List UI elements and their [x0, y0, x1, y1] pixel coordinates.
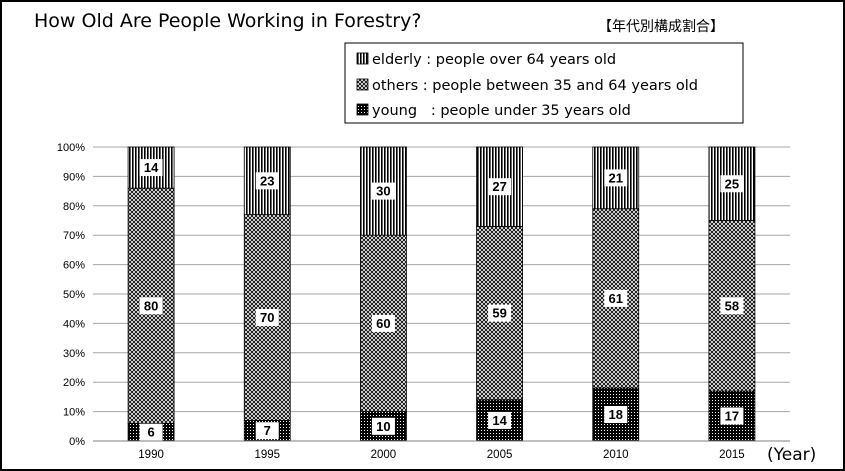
- y-tick-label: 30%: [63, 348, 85, 360]
- chart-subtitle: 【年代別構成割合】: [598, 18, 724, 35]
- y-tick-label: 50%: [63, 289, 85, 301]
- data-label-young-2005: 14: [492, 413, 507, 428]
- data-label-bg: [604, 289, 628, 307]
- data-label-elderly-1995: 23: [260, 173, 274, 188]
- legend-swatch-young: [356, 103, 369, 116]
- legend-box: [344, 42, 744, 124]
- data-label-elderly-2010: 21: [609, 170, 623, 185]
- data-label-bg: [604, 169, 628, 187]
- chart-title: How Old Are People Working in Forestry?: [34, 10, 421, 32]
- data-labels: 6 80 14 7 70 23 10 60 30 14 59 27 18 61 21 17 58 25: [139, 159, 744, 441]
- data-label-bg: [371, 182, 395, 200]
- y-tick-label: 40%: [63, 318, 85, 330]
- data-label-bg: [371, 417, 395, 435]
- gridlines: [93, 146, 790, 442]
- data-label-elderly-2005: 27: [492, 179, 506, 194]
- data-label-others-1990: 80: [144, 298, 158, 313]
- data-label-bg: [371, 314, 395, 332]
- data-label-others-2000: 60: [376, 316, 390, 331]
- x-tick-label: 2005: [487, 449, 513, 461]
- y-tick-label: 60%: [63, 260, 85, 272]
- data-label-others-2010: 61: [609, 291, 623, 306]
- y-tick-label: 10%: [63, 407, 85, 419]
- data-label-bg: [604, 406, 628, 424]
- y-axis-ticks: 0% 10% 20% 30% 40% 50% 60% 70% 80% 90% 100%: [57, 142, 85, 448]
- data-label-young-2000: 10: [376, 419, 390, 434]
- data-label-bg: [488, 178, 512, 196]
- x-tick-label: 1995: [254, 449, 280, 461]
- data-label-bg: [488, 411, 512, 429]
- legend-label-elderly: elderly : people over 64 years old: [372, 52, 616, 68]
- legend-label-others: others : people between 35 and 64 years …: [372, 78, 698, 94]
- x-tick-label: 1990: [138, 449, 164, 461]
- legend: elderly : people over 64 years old other…: [344, 42, 744, 124]
- data-label-elderly-1990: 14: [144, 160, 159, 175]
- data-label-bg: [255, 309, 279, 327]
- legend-label-young: young : people under 35 years old: [372, 103, 631, 119]
- data-label-others-2005: 59: [492, 306, 506, 321]
- x-unit-label: (Year): [767, 445, 816, 465]
- data-label-others-1995: 70: [260, 310, 274, 325]
- x-tick-label: 2010: [603, 449, 629, 461]
- data-label-bg: [720, 175, 744, 193]
- data-label-bg: [255, 172, 279, 190]
- data-label-bg: [139, 423, 163, 441]
- x-tick-label: 2000: [371, 449, 397, 461]
- data-label-young-2015: 17: [725, 409, 739, 424]
- data-label-young-1995: 7: [264, 423, 271, 438]
- data-label-bg: [255, 422, 279, 440]
- legend-swatch-others: [356, 78, 369, 91]
- data-label-bg: [139, 159, 163, 177]
- data-label-bg: [139, 297, 163, 315]
- y-tick-label: 0%: [69, 436, 85, 448]
- data-label-bg: [720, 297, 744, 315]
- y-tick-label: 70%: [63, 230, 85, 242]
- bar-segment-others-2000: [360, 234, 407, 412]
- y-tick-label: 90%: [63, 171, 85, 183]
- data-label-bg: [720, 407, 744, 425]
- y-tick-label: 20%: [63, 377, 85, 389]
- data-label-young-2010: 18: [609, 407, 623, 422]
- bar-segment-young-2010: [592, 387, 640, 442]
- x-axis-ticks: 1990 1995 2000 2005 2010 2015: [138, 449, 744, 461]
- data-label-elderly-2000: 30: [376, 184, 390, 199]
- y-tick-label: 100%: [57, 142, 85, 154]
- data-label-elderly-2015: 25: [725, 176, 739, 191]
- legend-swatch-elderly: [356, 52, 369, 65]
- data-label-young-1990: 6: [147, 425, 154, 440]
- y-tick-label: 80%: [63, 201, 85, 213]
- data-label-others-2015: 58: [725, 298, 739, 313]
- data-label-bg: [488, 304, 512, 322]
- x-tick-label: 2015: [719, 449, 745, 461]
